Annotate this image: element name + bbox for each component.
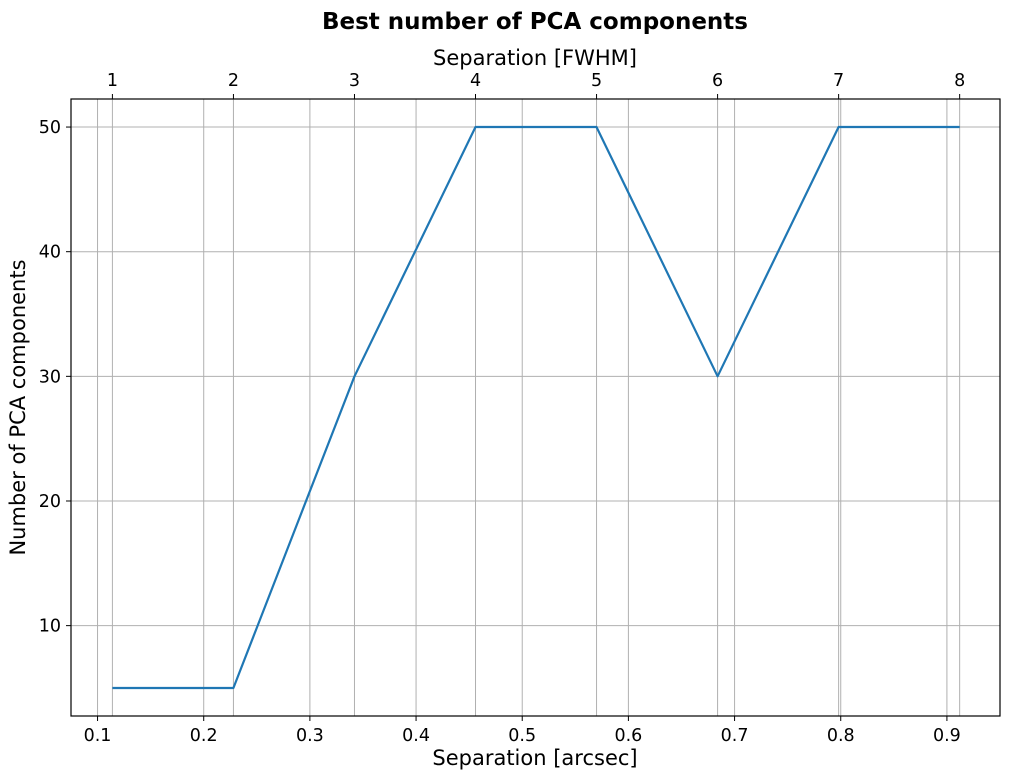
x-tick-label: 0.5 [508, 726, 536, 746]
chart-title: Best number of PCA components [322, 9, 748, 35]
x-tick-label: 0.7 [721, 726, 749, 746]
x-tick-label: 0.3 [296, 726, 324, 746]
x2-tick-label: 6 [712, 71, 723, 91]
y-axis-label: Number of PCA components [6, 259, 30, 555]
y-tick-label: 30 [39, 367, 61, 387]
x-ticks-top: 1 2 3 4 5 6 7 8 [107, 71, 965, 99]
x2-tick-label: 1 [107, 71, 118, 91]
x-tick-label: 0.9 [933, 726, 961, 746]
x2-tick-label: 3 [349, 71, 360, 91]
x-ticks-bottom: 0.1 0.2 0.3 0.4 0.5 0.6 0.7 0.8 0.9 [84, 716, 961, 746]
y-tick-label: 40 [39, 243, 61, 263]
x2-tick-label: 2 [228, 71, 239, 91]
x-tick-label: 0.4 [402, 726, 430, 746]
y-grid [71, 126, 1000, 627]
x-tick-label: 0.2 [190, 726, 218, 746]
x2-tick-label: 4 [470, 71, 481, 91]
x-tick-label: 0.1 [84, 726, 112, 746]
x2-tick-label: 5 [591, 71, 602, 91]
series-line [112, 125, 960, 690]
y-tick-label: 20 [39, 492, 61, 512]
x-axis-label: Separation [arcsec] [432, 746, 637, 770]
x-grid [97, 99, 961, 716]
x2-tick-label: 8 [954, 71, 965, 91]
x-tick-label: 0.8 [827, 726, 855, 746]
plot-frame [70, 98, 1001, 717]
x-tick-label: 0.6 [614, 726, 642, 746]
y-tick-label: 10 [39, 617, 61, 637]
x2-axis-label: Separation [FWHM] [433, 46, 637, 70]
x2-tick-label: 7 [833, 71, 844, 91]
y-ticks: 10 20 30 40 50 [39, 118, 71, 637]
y-tick-label: 50 [39, 118, 61, 138]
